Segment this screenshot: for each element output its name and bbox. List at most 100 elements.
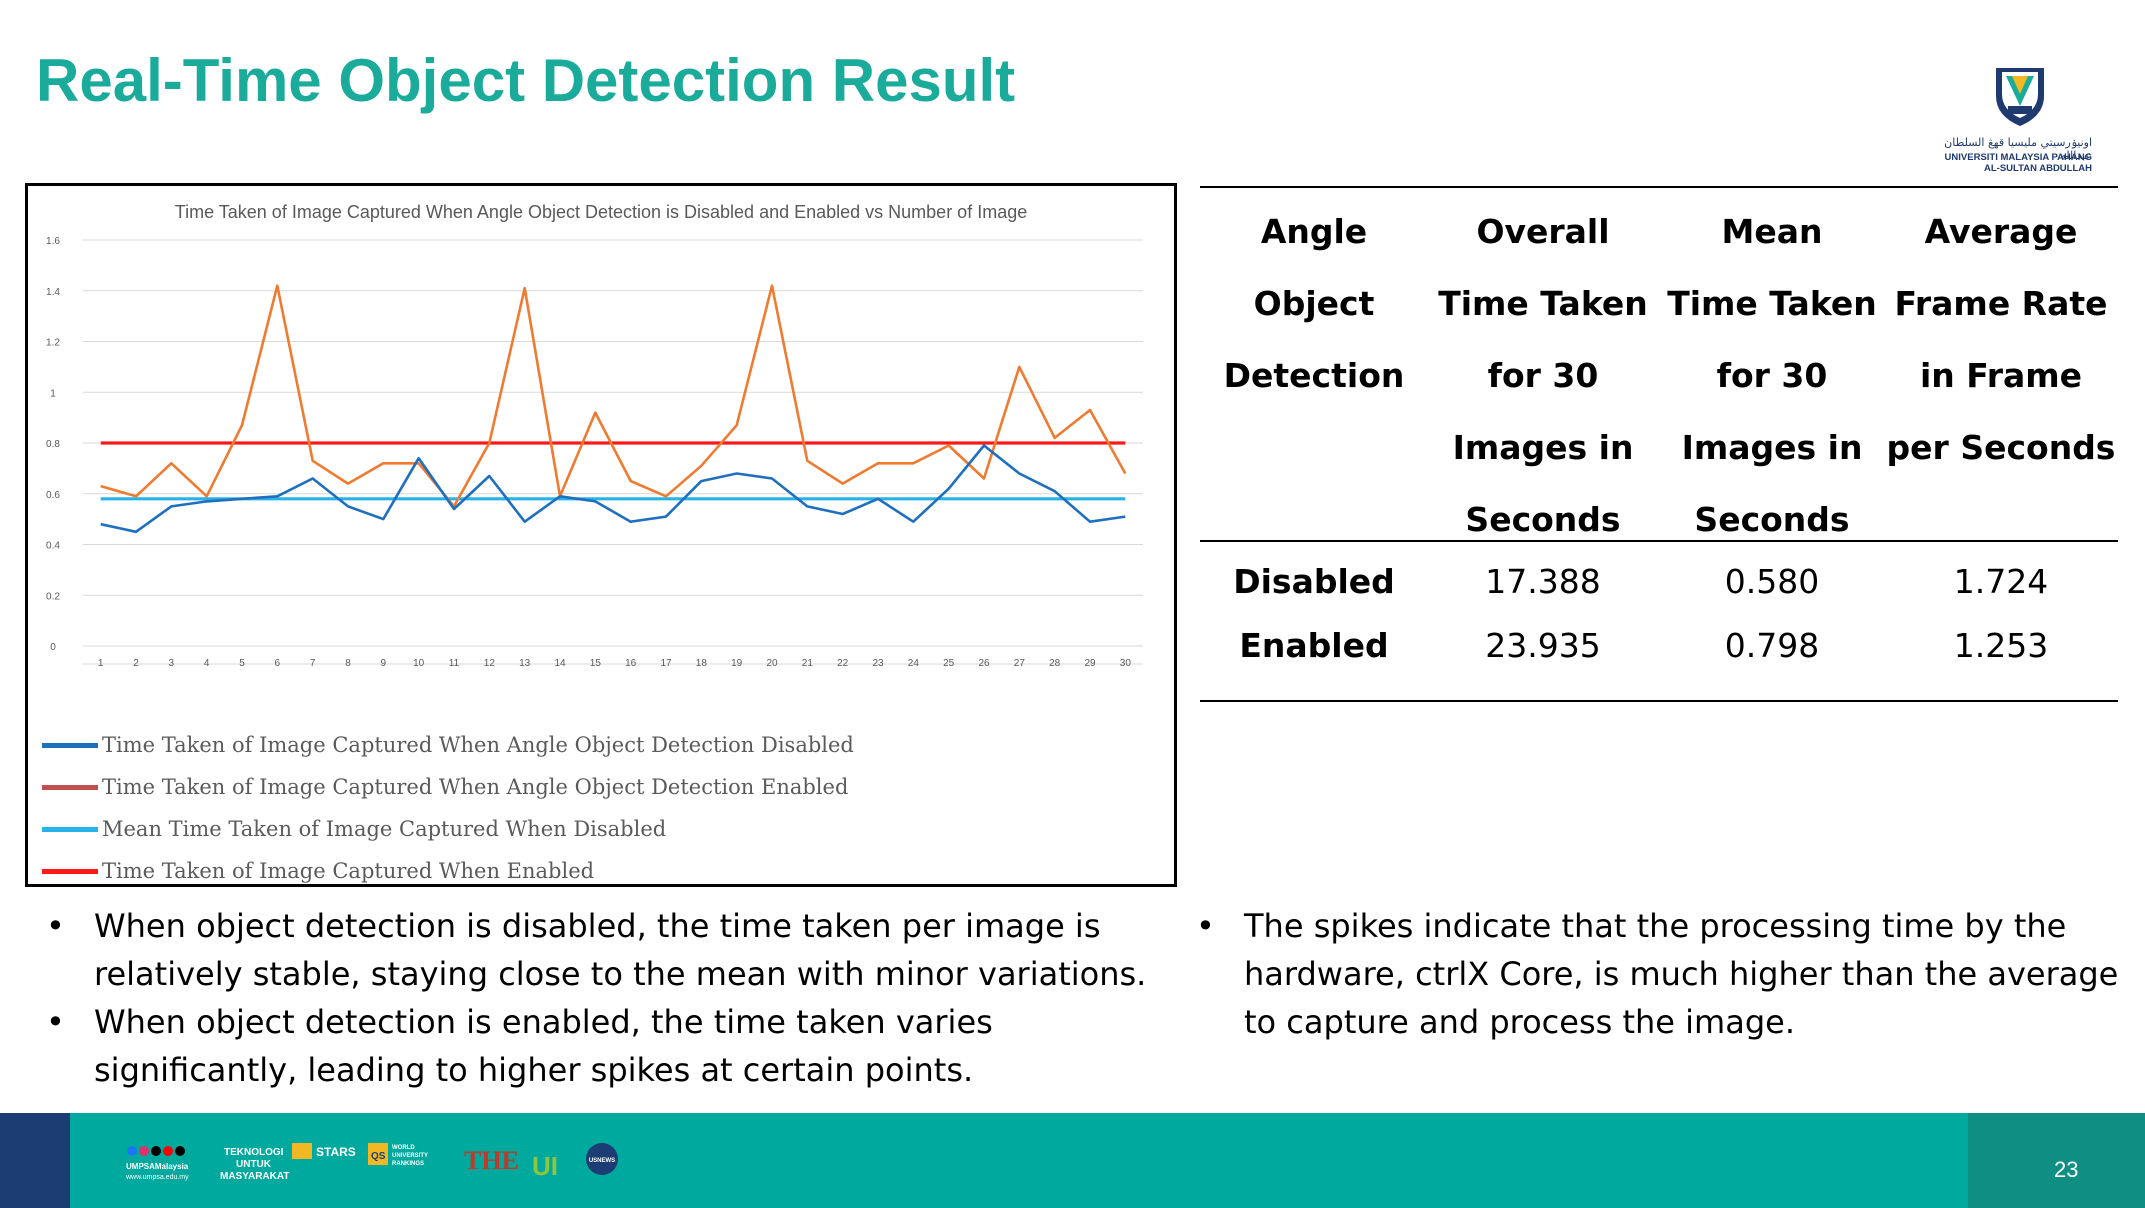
table-header-rule [1200,540,2118,542]
x-axis-ticks: 1 2 3 4 5 6 7 8 9 10 11 12 13 14 15 16 17 18 19 20 21 22 23 24 2… [83,658,1143,669]
table-cell: 1.724 [1953,562,2049,601]
table-header-cell: Overall Time Taken for 30 Images in Seconds [1428,196,1658,556]
x-tick-label: 26 [978,658,990,669]
bullets-right: • The spikes indicate that the processing… [1186,902,2136,1046]
legend-item: Mean Time Taken of Image Captured When D… [42,808,854,850]
x-tick-label: 6 [275,658,281,669]
table-cell: 17.388 [1485,562,1601,601]
y-tick-label: 1 [50,388,56,399]
header-line: Object [1253,284,1375,323]
legend-item: Time Taken of Image Captured When Angle … [42,724,854,766]
y-tick-label: 0.8 [46,439,60,450]
bullet-item: • When object detection is disabled, the … [36,902,1186,998]
footer-badges-strip: UMPSAMalaysia www.umpsa.edu.my TEKNOLOGI… [125,1143,618,1182]
chart-legend: Time Taken of Image Captured When Angle … [42,724,854,892]
x-tick-label: 4 [204,658,210,669]
x-tick-label: 7 [310,658,316,669]
footer-qs: QS [371,1151,386,1162]
footer-the: THE [464,1146,519,1175]
x-tick-label: 11 [449,658,460,669]
x-tick-label: 15 [590,658,602,669]
table-cell: 0.798 [1724,626,1820,665]
x-tick-label: 18 [696,658,708,669]
bullet-dot-icon: • [1196,907,1215,945]
slide-title: Real-Time Object Detection Result [36,47,1016,114]
header-line: Overall [1476,212,1610,251]
y-tick-label: 0.6 [46,490,60,501]
header-line: Frame Rate [1894,284,2108,323]
y-axis-ticks: 0 0.2 0.4 0.6 0.8 1 1.2 1.4 1.6 [46,236,60,653]
legend-item: Time Taken of Image Captured When Angle … [42,766,854,808]
bullet-dot-icon: • [46,907,65,945]
y-tick-label: 1.6 [46,236,60,247]
header-line: Images in [1452,428,1634,467]
header-line: Images in [1681,428,1863,467]
header-line: in Frame [1919,356,2083,395]
qs-rankings-icon [368,1143,388,1165]
table-top-rule [1200,186,2118,188]
bullet-text: When object detection is disabled, the t… [94,907,1147,993]
y-tick-label: 1.4 [46,287,60,298]
footer-badges: UMPSAMalaysia www.umpsa.edu.my TEKNOLOGI… [124,1141,644,1191]
x-tick-label: 20 [766,658,778,669]
series-line-1 [100,444,1126,534]
chart-container: Time Taken of Image Captured When Angle … [25,183,1177,887]
x-tick-label: 24 [908,658,920,669]
x-tick-label: 23 [872,658,884,669]
header-line: for 30 [1487,356,1599,395]
logo-line-1: UNIVERSITI MALAYSIA PAHANG [1944,152,2092,163]
x-tick-label: 27 [1014,658,1026,669]
umpsa-shield-icon [1996,68,2044,126]
usnews-icon [586,1143,618,1175]
header-line: Time Taken [1667,284,1877,323]
table-cell: 0.580 [1724,562,1820,601]
legend-label: Time Taken of Image Captured When Angle … [102,733,854,757]
x-tick-label: 3 [169,658,175,669]
header-line: Seconds [1465,500,1621,539]
header-line: Average [1924,212,2078,251]
header-line: Mean [1721,212,1823,251]
qs-stars-icon [292,1143,312,1159]
logo-university-name: UNIVERSITI MALAYSIA PAHANG AL-SULTAN ABD… [1944,152,2092,174]
legend-label: Time Taken of Image Captured When Angle … [102,775,849,799]
x-tick-label: 29 [1084,658,1096,669]
y-tick-label: 0.2 [46,591,60,602]
footer-qs-text-1: WORLD [392,1145,415,1151]
table-header-cell: Mean Time Taken for 30 Images in Seconds [1657,196,1887,556]
header-line: Time Taken [1438,284,1648,323]
bullet-text: When object detection is enabled, the ti… [94,1003,993,1089]
x-tick-label: 19 [731,658,743,669]
x-tick-label: 25 [943,658,955,669]
footer-left-block [0,1113,70,1208]
x-tick-label: 13 [519,658,531,669]
x-tick-label: 28 [1049,658,1061,669]
header-line: Angle [1260,212,1368,251]
x-tick-label: 30 [1120,658,1132,669]
x-tick-label: 12 [484,658,496,669]
x-tick-label: 8 [345,658,351,669]
table-header-cell: Angle Object Detection [1199,196,1429,412]
bullet-item: • When object detection is enabled, the t… [36,998,1186,1094]
footer-qs-text-3: RANKINGS [392,1161,424,1167]
footer-ui: UI [532,1151,558,1181]
header-line: Seconds [1694,500,1850,539]
bullet-item: • The spikes indicate that the processing… [1186,902,2136,1046]
x-tick-label: 14 [554,658,566,669]
logo-arabic-text: اونيۏرسيتي مليسيا قهڠ السلطان عبدالله [1944,136,2092,162]
x-tick-label: 21 [802,658,814,669]
x-tick-label: 5 [239,658,245,669]
table-cell: 1.253 [1953,626,2049,665]
footer-qs-text-2: UNIVERSITY [392,1153,428,1159]
legend-swatch [42,784,98,790]
footer-right-block [1968,1113,2145,1208]
y-tick-label: 0 [50,642,56,653]
footer-social-handle: UMPSAMalaysia [126,1162,189,1171]
footer-bar: UMPSAMalaysia www.umpsa.edu.my TEKNOLOGI… [0,1113,2145,1208]
table-cell: 23.935 [1485,626,1601,665]
footer-usnews: USNEWS [589,1158,615,1164]
chart-gridlines [83,239,1143,647]
footer-tagline-1: TEKNOLOGI [224,1147,284,1158]
legend-swatch [42,868,98,874]
legend-swatch [42,742,98,748]
table-header-cell: Average Frame Rate in Frame per Seconds [1886,196,2116,484]
